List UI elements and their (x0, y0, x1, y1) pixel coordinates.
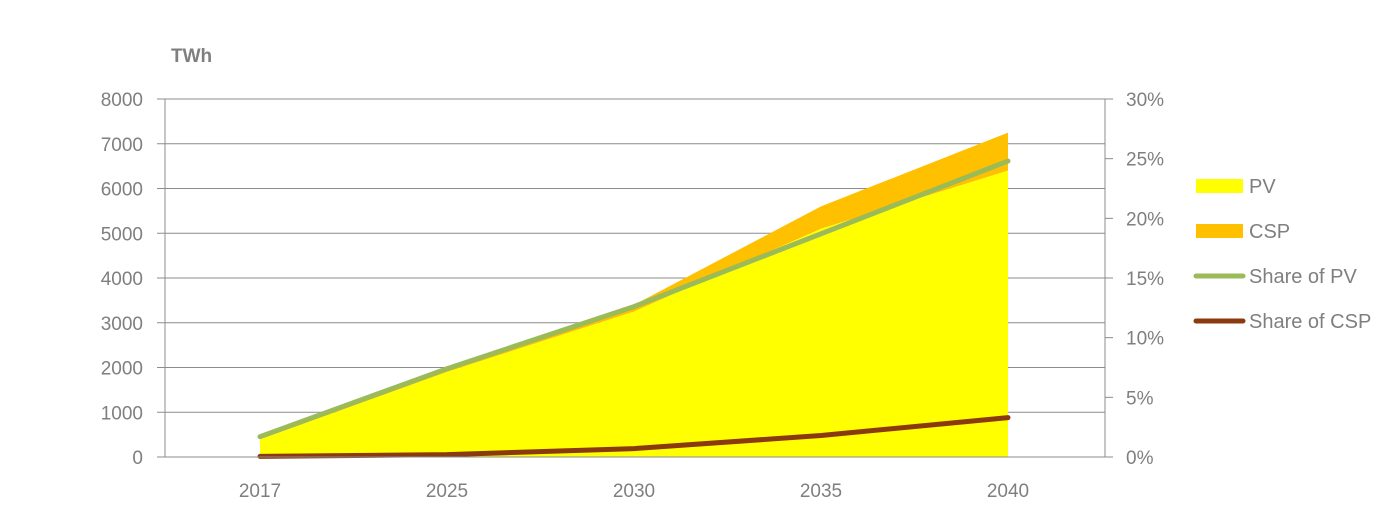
x-axis-tick-label: 2030 (613, 481, 655, 502)
right-axis-tick-label: 15% (1126, 269, 1164, 290)
area-csp (260, 132, 1008, 440)
x-axis-tick-label: 2025 (426, 481, 468, 502)
axes (157, 98, 1113, 458)
legend-swatch-pv (1196, 179, 1243, 193)
legend-label: CSP (1249, 221, 1290, 243)
left-axis-tick-label: 5000 (101, 224, 143, 245)
x-axis-tick-label: 2040 (987, 481, 1029, 502)
tick-labels: 0 1000 2000 3000 4000 5000 6000 7000 8000 0% 5% 10%… (101, 90, 1164, 502)
area-pv (260, 170, 1008, 457)
left-axis-tick-label: 3000 (101, 314, 143, 335)
line-series (257, 158, 1011, 459)
right-axis-tick-label: 25% (1126, 150, 1164, 171)
right-axis-tick-label: 20% (1126, 209, 1164, 230)
left-axis-tick-label: 4000 (101, 269, 143, 290)
left-axis-tick-label: 0 (132, 448, 143, 469)
right-axis-tick-label: 5% (1126, 388, 1154, 409)
left-axis-tick-label: 1000 (101, 403, 143, 424)
line-share-of-csp (257, 415, 1011, 459)
left-axis-tick-label: 8000 (101, 90, 143, 111)
right-axis-tick-label: 0% (1126, 448, 1154, 469)
left-axis-tick-label: 2000 (101, 359, 143, 380)
left-axis-tick-label: 6000 (101, 180, 143, 201)
x-axis-tick-label: 2017 (239, 481, 281, 502)
right-axis-tick-label: 30% (1126, 90, 1164, 111)
legend-label: Share of CSP (1249, 311, 1371, 333)
legend-label: Share of PV (1249, 266, 1358, 288)
y-axis-unit-label: TWh (171, 46, 212, 67)
left-axis-tick-label: 7000 (101, 135, 143, 156)
area-series (260, 132, 1008, 457)
legend: PV CSP Share of PV Share of CSP (1193, 176, 1371, 333)
right-axis-tick-label: 10% (1126, 329, 1164, 350)
line-share-of-pv (257, 158, 1011, 440)
x-axis-tick-label: 2035 (800, 481, 842, 502)
legend-swatch-csp (1196, 224, 1243, 238)
legend-label: PV (1249, 176, 1276, 198)
